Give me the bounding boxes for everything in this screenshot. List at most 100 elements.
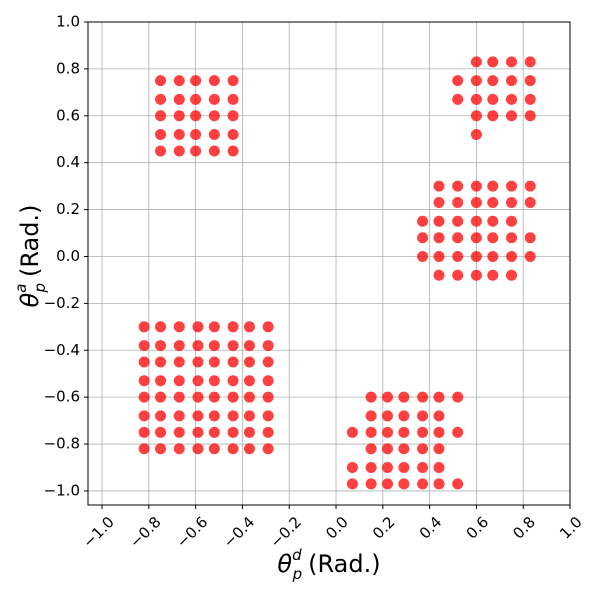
point (155, 129, 167, 141)
point (433, 215, 445, 227)
point (227, 375, 239, 387)
point (506, 180, 518, 192)
point (417, 232, 429, 244)
point (506, 75, 518, 87)
y-tick-label: 0.4 (56, 153, 80, 171)
x-tick-label: −0.8 (126, 513, 164, 551)
point (173, 391, 185, 403)
point (398, 461, 410, 473)
point (417, 461, 429, 473)
point (381, 478, 393, 490)
point (173, 356, 185, 368)
point (208, 426, 220, 438)
point (227, 410, 239, 422)
point (262, 356, 274, 368)
point (433, 410, 445, 422)
point (365, 461, 377, 473)
point (173, 375, 185, 387)
point (433, 269, 445, 281)
point (227, 129, 239, 141)
point (417, 410, 429, 422)
point (433, 426, 445, 438)
point (227, 75, 239, 87)
point (243, 321, 255, 333)
point (208, 321, 220, 333)
point (346, 426, 358, 438)
y-label-unit: (Rad.) (16, 205, 44, 277)
point (398, 443, 410, 455)
x-tick-label: 1.0 (556, 513, 586, 543)
point (487, 232, 499, 244)
point (155, 110, 167, 122)
point (506, 93, 518, 105)
x-tick-label: −1.0 (79, 513, 117, 551)
point (155, 145, 167, 157)
point (452, 197, 464, 209)
point (433, 180, 445, 192)
point (433, 443, 445, 455)
y-tick-label: −1.0 (44, 481, 80, 499)
point (155, 426, 167, 438)
point (452, 75, 464, 87)
point (365, 443, 377, 455)
point (227, 145, 239, 157)
point (173, 75, 185, 87)
point (524, 56, 536, 68)
point (433, 391, 445, 403)
x-tick-label: 0.4 (416, 513, 446, 543)
point (346, 478, 358, 490)
point (192, 356, 204, 368)
point (243, 391, 255, 403)
point (208, 110, 220, 122)
point (487, 180, 499, 192)
point (487, 250, 499, 262)
point (173, 145, 185, 157)
point (227, 356, 239, 368)
point (470, 269, 482, 281)
point (262, 391, 274, 403)
point (208, 375, 220, 387)
point (470, 215, 482, 227)
point (506, 56, 518, 68)
point (452, 215, 464, 227)
y-label-sup: a (12, 284, 30, 293)
point (138, 391, 150, 403)
point (173, 443, 185, 455)
point (190, 110, 202, 122)
x-tick-label: 0.6 (463, 513, 493, 543)
point (524, 232, 536, 244)
point (452, 232, 464, 244)
point (381, 461, 393, 473)
point (470, 129, 482, 141)
point (190, 93, 202, 105)
point (262, 443, 274, 455)
x-tick-label: −0.4 (220, 513, 258, 551)
point (506, 250, 518, 262)
point (262, 340, 274, 352)
point (173, 129, 185, 141)
point (138, 340, 150, 352)
point (208, 75, 220, 87)
y-label-sub: p (31, 283, 49, 294)
point (138, 410, 150, 422)
point (524, 93, 536, 105)
point (365, 410, 377, 422)
point (365, 478, 377, 490)
point (192, 375, 204, 387)
point (470, 232, 482, 244)
point (452, 269, 464, 281)
point (155, 375, 167, 387)
point (262, 410, 274, 422)
point (346, 461, 358, 473)
point (470, 250, 482, 262)
x-label-sub: p (292, 565, 303, 583)
point (506, 215, 518, 227)
point (470, 56, 482, 68)
point (452, 391, 464, 403)
point (398, 391, 410, 403)
y-tick-label: −0.4 (44, 341, 80, 359)
plot-frame (87, 21, 571, 506)
point (487, 75, 499, 87)
point (487, 56, 499, 68)
x-label-symbol: θ (277, 550, 292, 578)
